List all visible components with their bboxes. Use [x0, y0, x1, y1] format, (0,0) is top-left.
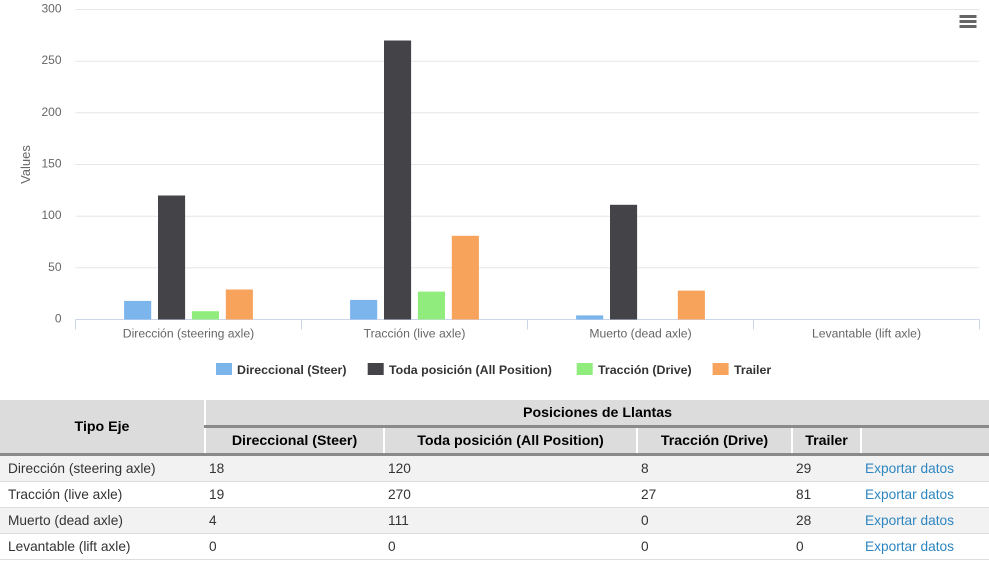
svg-text:Direccional (Steer): Direccional (Steer): [237, 363, 347, 377]
svg-text:Tracción (Drive): Tracción (Drive): [598, 363, 692, 377]
svg-text:100: 100: [41, 208, 61, 222]
svg-text:200: 200: [41, 105, 61, 119]
svg-text:Toda posición (All Position): Toda posición (All Position): [389, 363, 552, 377]
svg-text:150: 150: [41, 157, 61, 171]
svg-text:300: 300: [41, 2, 61, 16]
svg-text:50: 50: [48, 260, 62, 274]
svg-text:Muerto (dead axle): Muerto (dead axle): [589, 327, 691, 341]
svg-text:Dirección (steering axle): Dirección (steering axle): [123, 327, 254, 341]
svg-text:0: 0: [55, 312, 62, 326]
svg-text:Levantable (lift axle): Levantable (lift axle): [812, 327, 921, 341]
svg-text:Trailer: Trailer: [734, 363, 771, 377]
svg-text:250: 250: [41, 53, 61, 67]
svg-text:Values: Values: [18, 145, 33, 184]
svg-text:Tracción (live axle): Tracción (live axle): [364, 327, 466, 341]
